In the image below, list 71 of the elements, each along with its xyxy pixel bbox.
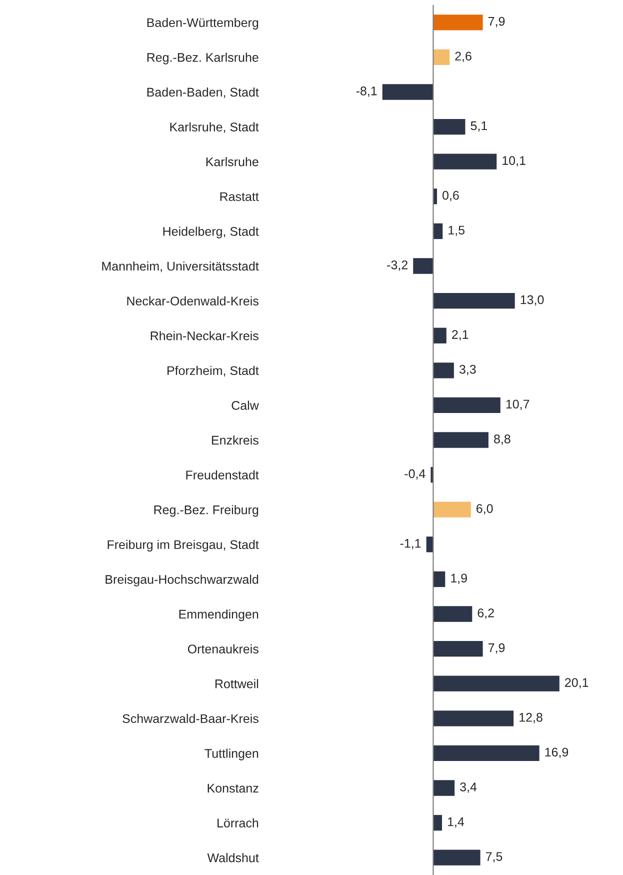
data-label: -0,4 [404,469,426,480]
y-tick-label: Breisgau-Hochschwarzwald [106,574,258,586]
y-tick-label: Konstanz [208,784,258,793]
data-label: -8,1 [356,86,377,97]
bar [433,850,480,866]
data-label: 20,1 [565,678,588,688]
data-label: 1,4 [448,817,464,828]
bar [433,502,471,518]
bar [433,745,540,762]
data-label: 0,6 [442,190,459,202]
y-tick-label: Karlsruhe, Stadt [170,122,259,133]
y-tick-label: Freiburg im Breisgau, Stadt [108,540,259,552]
bar [433,676,560,692]
y-tick-label: Ortenaukreis [188,644,258,654]
y-tick-label: Rhein-Neckar-Kreis [150,331,258,340]
y-tick-label: Rottweil [215,679,258,688]
bar [433,328,446,344]
y-tick-label: Reg.-Bez. Freiburg [154,505,258,517]
bar [433,397,500,414]
bar [433,571,446,588]
y-tick-label: Rastatt [220,192,259,202]
bar [433,432,488,448]
data-label: 6,0 [476,504,493,514]
bar [413,258,434,274]
y-tick-label: Schwarzwald-Baar-Kreis [122,714,258,724]
y-tick-label: Karlsruhe [206,157,258,166]
data-label: 2,1 [452,330,468,340]
y-tick-label: Enzkreis [212,435,258,445]
y-tick-label: Waldshut [207,853,259,862]
bar [433,606,472,622]
y-tick-label: Calw [232,400,259,410]
y-tick-label: Lörrach [218,818,258,828]
data-label: 13,0 [520,295,544,306]
data-label: 5,1 [470,121,488,132]
y-tick-label: Heidelberg, Stadt [163,226,259,238]
data-label: -1,1 [400,539,421,550]
bar [382,84,434,100]
bar [433,292,515,309]
data-label: 7,5 [486,852,502,862]
data-label: 8,8 [494,434,510,445]
data-label: 6,2 [478,608,494,619]
bar [433,14,483,30]
bar [433,118,466,135]
data-label: 10,7 [506,400,530,410]
bar [433,362,454,378]
data-label: 3,4 [460,782,477,793]
data-label: 7,9 [488,643,505,654]
data-label: 7,9 [488,16,505,28]
y-tick-label: Tuttlingen [204,748,258,760]
bar [433,154,497,170]
y-tick-label: Emmendingen [179,609,258,622]
bar [433,710,514,726]
y-tick-label: Baden-Baden, Stadt [147,87,259,98]
data-label: 2,6 [455,52,472,62]
y-tick-label: Neckar-Odenwald-Kreis [127,296,258,306]
data-label: -3,2 [387,260,408,271]
data-label: 12,8 [520,712,542,724]
y-tick-label: Pforzheim, Stadt [168,366,259,377]
y-tick-label: Baden-Württemberg [147,18,258,30]
data-label: 1,5 [448,226,465,236]
data-label: 16,9 [545,748,568,758]
bar [433,49,450,66]
y-tick-label: Reg.-Bez. Karlsruhe [147,52,258,64]
bar [433,814,442,831]
data-label: 3,3 [459,364,476,376]
bar [433,780,455,796]
data-label: 10,1 [502,156,526,166]
bar [433,640,483,657]
y-tick-label: Mannheim, Universitätsstadt [102,261,259,272]
data-label: 1,9 [451,574,467,584]
y-tick-label: Freudenstadt [186,470,259,480]
